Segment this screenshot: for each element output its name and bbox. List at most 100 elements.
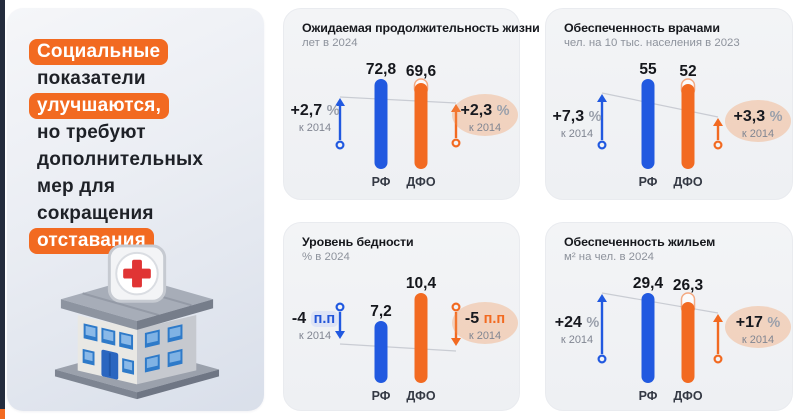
delta-unit: % xyxy=(767,315,781,331)
headline-text: сокращения xyxy=(37,203,154,224)
headline-text: мер для xyxy=(37,176,116,197)
delta-unit: п.п xyxy=(310,311,339,327)
delta-left-block: -4 п.п к 2014 xyxy=(286,310,344,342)
delta-number: +17 xyxy=(735,314,763,331)
delta-caption: к 2014 xyxy=(560,334,594,346)
trend-line xyxy=(601,92,719,118)
delta-right-block: +3,3 % к 2014 xyxy=(727,108,789,140)
delta-highlight-blob xyxy=(452,94,518,136)
card-title: Обеспеченность жильем xyxy=(564,235,716,249)
dfo-value-label: 69,6 xyxy=(406,63,437,80)
delta-unit: п.п xyxy=(483,311,506,327)
dfo-value-label: 52 xyxy=(679,63,696,80)
delta-unit: % xyxy=(326,103,340,119)
bar-chart: 55 52 РФ ДФО xyxy=(597,61,723,189)
delta-unit: % xyxy=(588,109,602,125)
delta-highlight-blob xyxy=(452,302,518,344)
delta-number: +2,7 xyxy=(290,102,323,119)
card-subtitle: чел. на 10 тыс. населения в 2023 xyxy=(564,37,740,49)
headline-line: но требуют xyxy=(37,119,203,146)
delta-value: +2,3 % xyxy=(454,102,516,120)
building-right-face xyxy=(137,315,197,385)
dfo-category-label: ДФО xyxy=(406,389,435,403)
delta-caption: к 2014 xyxy=(468,330,502,342)
dfo-bar xyxy=(681,302,695,383)
delta-value: -5 п.п xyxy=(454,310,516,328)
headline-line: показатели xyxy=(37,65,203,92)
card-subtitle: лет в 2024 xyxy=(302,37,358,49)
rf-bar xyxy=(374,79,388,169)
delta-value: +7,3 % xyxy=(548,108,606,126)
delta-caption: к 2014 xyxy=(468,122,502,134)
delta-highlight-blob xyxy=(725,100,791,142)
bar-chart: 72,8 69,6 РФ ДФО xyxy=(335,61,461,189)
stat-card: Ожидаемая продолжительность жизни лет в 2… xyxy=(283,8,540,200)
up-arrow-icon xyxy=(451,104,461,148)
delta-left-block: +24 % к 2014 xyxy=(548,314,606,346)
headline-line: сокращения xyxy=(37,200,203,227)
delta-highlight-blob xyxy=(725,306,791,348)
dfo-category-label: ДФО xyxy=(673,389,702,403)
roof-front-rim xyxy=(60,299,137,330)
rf-category-label: РФ xyxy=(639,389,658,403)
down-arrow-icon xyxy=(451,302,461,346)
trend-line xyxy=(601,292,719,314)
delta-number: +7,3 xyxy=(552,108,585,125)
delta-unit: % xyxy=(496,103,510,119)
headline-line: дополнительных xyxy=(37,146,203,173)
delta-number: +3,3 xyxy=(733,108,766,125)
trend-line xyxy=(339,96,457,104)
stat-card: Уровень бедности % в 2024 7,2 10,4 РФ ДФО -4 п… xyxy=(283,222,520,411)
up-arrow-icon xyxy=(713,118,723,150)
card-title: Обеспеченность врачами xyxy=(564,21,720,35)
platform-front-rim xyxy=(54,369,137,400)
delta-caption: к 2014 xyxy=(741,128,775,140)
delta-number: -5 xyxy=(464,310,480,327)
roof-right-rim xyxy=(137,299,214,330)
rf-value-label: 55 xyxy=(639,61,657,78)
dfo-bar xyxy=(414,293,428,383)
card-title: Уровень бедности xyxy=(302,235,414,249)
up-arrow-icon xyxy=(713,314,723,364)
rf-bar xyxy=(641,79,655,169)
headline-text: но требуют xyxy=(37,122,146,143)
rf-value-label: 29,4 xyxy=(633,275,664,292)
card-subtitle: % в 2024 xyxy=(302,251,350,263)
stat-card: Обеспеченность жильем м² на чел. в 2024 29… xyxy=(545,222,793,411)
up-arrow-icon xyxy=(597,94,607,150)
headline-highlight-chip: улучшаются, xyxy=(29,93,170,119)
delta-value: +3,3 % xyxy=(727,108,789,126)
dfo-category-label: ДФО xyxy=(673,175,702,189)
dfo-bar xyxy=(681,84,695,169)
delta-number: +24 xyxy=(554,314,582,331)
summary-panel: Социальные показатели улучшаются, но требую… xyxy=(7,8,264,411)
edge-orange-strip xyxy=(0,409,5,419)
trend-line xyxy=(339,343,457,352)
rf-category-label: РФ xyxy=(372,175,391,189)
headline-highlight-chip: Социальные xyxy=(29,39,169,65)
delta-right-block: +17 % к 2014 xyxy=(727,314,789,346)
stat-card: Обеспеченность врачами чел. на 10 тыс. на… xyxy=(545,8,793,200)
delta-right-block: -5 п.п к 2014 xyxy=(454,310,516,342)
hospital-building-illustration xyxy=(54,244,220,400)
rf-bar xyxy=(374,321,388,383)
bar-chart: 7,2 10,4 РФ ДФО xyxy=(335,275,461,403)
up-arrow-icon xyxy=(597,294,607,364)
delta-caption: к 2014 xyxy=(298,330,332,342)
up-arrow-icon xyxy=(335,98,345,150)
headline-text: дополнительных xyxy=(37,149,204,170)
delta-number: +2,3 xyxy=(460,102,493,119)
rf-value-label: 7,2 xyxy=(370,303,392,320)
platform-right-rim xyxy=(137,369,220,400)
delta-right-block: +2,3 % к 2014 xyxy=(454,102,516,134)
delta-left-block: +2,7 % к 2014 xyxy=(286,102,344,134)
delta-value: +24 % xyxy=(548,314,606,332)
card-title: Ожидаемая продолжительность жизни xyxy=(302,21,540,35)
delta-value: +17 % xyxy=(727,314,789,332)
headline-line: Социальные xyxy=(29,38,203,65)
rf-value-label: 72,8 xyxy=(366,61,397,78)
dfo-category-label: ДФО xyxy=(406,175,435,189)
headline-line: улучшаются, xyxy=(29,92,203,119)
rf-category-label: РФ xyxy=(639,175,658,189)
